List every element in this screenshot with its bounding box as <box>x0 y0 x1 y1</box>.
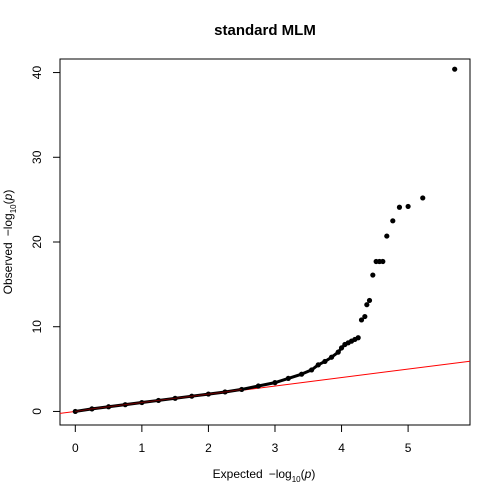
data-point <box>328 354 335 360</box>
x-tick-label: 0 <box>72 441 79 455</box>
data-points <box>72 66 458 415</box>
y-axis: 0 10 20 30 40 <box>30 66 61 415</box>
data-point <box>358 317 365 323</box>
data-point <box>308 367 315 373</box>
chart-title: standard MLM <box>214 22 316 39</box>
data-point <box>362 313 368 320</box>
data-point <box>420 195 426 201</box>
x-tick-label: 3 <box>272 441 279 455</box>
data-point <box>272 380 278 386</box>
data-point <box>366 297 373 304</box>
y-axis-label: Observed−log10(p) <box>1 190 18 295</box>
x-tick-label: 1 <box>139 441 146 455</box>
data-point <box>355 335 361 341</box>
data-point <box>335 349 341 355</box>
data-point <box>384 233 390 239</box>
y-tick-label: 20 <box>30 235 44 249</box>
data-point <box>322 358 328 365</box>
y-tick-label: 0 <box>30 408 44 415</box>
data-point <box>299 371 305 377</box>
x-tick-label: 2 <box>205 441 212 455</box>
x-axis-label: Expected −log10(p) <box>213 467 316 484</box>
y-tick-label: 30 <box>30 150 44 164</box>
data-point <box>285 375 291 382</box>
data-point <box>396 204 403 210</box>
data-point <box>255 383 261 389</box>
y-tick-label: 40 <box>30 66 44 80</box>
bulk-points-curve <box>73 336 360 413</box>
data-point <box>390 218 396 224</box>
data-point <box>405 203 411 210</box>
x-tick-label: 4 <box>338 441 345 455</box>
plot-frame <box>59 58 471 426</box>
data-point <box>380 258 386 265</box>
bulk-overlay-line <box>75 388 242 412</box>
x-axis: 0 1 2 3 4 5 <box>72 424 412 455</box>
y-tick-label: 10 <box>30 320 44 334</box>
plot-area <box>60 66 470 415</box>
data-point <box>364 302 370 308</box>
data-point <box>370 272 376 278</box>
data-point <box>315 362 321 368</box>
data-point <box>452 66 458 72</box>
data-point <box>338 345 345 351</box>
x-tick-label: 5 <box>405 441 412 455</box>
